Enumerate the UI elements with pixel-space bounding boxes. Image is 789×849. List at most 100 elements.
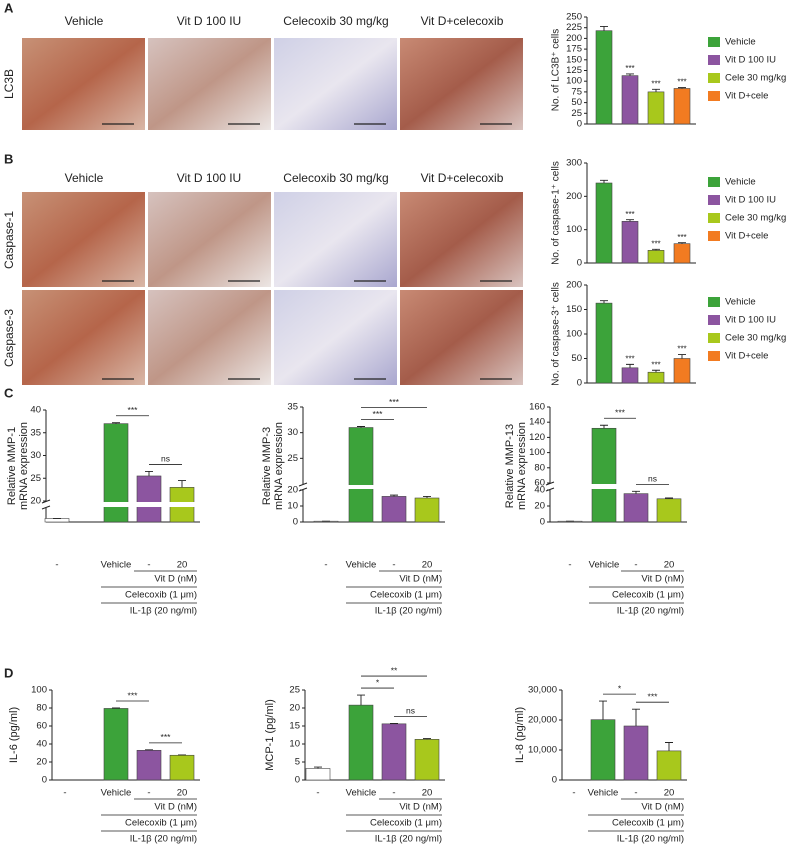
legend-swatch [708,297,720,307]
x-tick-label: - [392,788,395,799]
treatment-label: IL-1β (20 ng/ml) [375,834,442,845]
y-axis-label: mRNA expression [516,422,528,510]
comparison-label: *** [389,397,400,407]
treatment-label: Vit D (nM) [641,802,684,813]
y-tick-label: 40 [30,405,41,416]
y-tick-label: 0 [577,258,582,269]
y-tick-label: 140 [529,417,545,428]
y-tick-label: 50 [571,97,582,108]
axis-break [298,485,446,489]
bar [656,498,682,523]
bar [623,725,649,781]
y-tick-label: 200 [566,33,582,44]
treatment-label: Vit D (nM) [154,574,197,585]
comparison-label: ns [406,706,415,716]
y-tick-label: 50 [571,353,582,364]
bar [103,423,129,523]
y-tick-label: 300 [566,158,582,169]
y-axis-label: IL-8 (pg/ml) [514,707,526,763]
x-tick-label: - [634,788,637,799]
error-bar [678,242,686,244]
error-bar [600,424,608,429]
significance-label: *** [625,354,634,363]
y-tick-label: 25 [287,453,298,464]
y-tick-label: 10,000 [528,745,557,756]
treatment-label: Vit D (nM) [641,574,684,585]
error-bar [357,426,365,428]
bar [595,182,613,264]
legend-swatch [708,91,720,101]
y-tick-label: 100 [31,685,47,696]
error-bar [626,219,634,222]
legend-label: Vit D+cele [725,91,768,102]
column-header: Vehicle [65,14,104,28]
y-tick-label: 75 [571,86,582,97]
bar [647,250,665,264]
y-tick-label: 175 [566,44,582,55]
legend-swatch [708,315,720,325]
bar [381,723,407,781]
y-tick-label: 100 [566,224,582,235]
bar [656,750,682,781]
micrograph [148,38,271,130]
x-tick-label: 20 [177,560,188,571]
bar [595,30,613,125]
legend-swatch [708,195,720,205]
x-tick-label: - [63,788,66,799]
error-bar [652,248,660,251]
legend-label: Vehicle [725,37,756,48]
axis-break-mark [545,481,555,492]
x-tick-label: - [55,560,58,571]
legend-swatch [708,351,720,361]
legend-label: Cele 30 mg/kg [725,73,786,84]
y-tick-label: 30,000 [528,685,557,696]
x-tick-label: Vehicle [101,788,132,799]
error-bar [390,494,398,497]
comparison-label: *** [373,409,384,419]
comparison-label: *** [648,691,659,701]
x-tick-label: - [316,788,319,799]
y-axis-label: Relative MMP-3 [261,427,273,505]
comparison-label: ns [161,454,170,464]
treatment-label: Celecoxib (1 μm) [612,590,684,601]
treatment-label: IL-1β (20 ng/ml) [617,606,684,617]
x-tick-label: - [392,560,395,571]
y-tick-label: 10 [289,739,300,750]
bar [590,719,616,781]
x-tick-label: - [634,560,637,571]
bar [414,739,440,781]
y-tick-label: 0 [552,775,557,786]
legend-label: Vit D 100 IU [725,195,776,206]
y-axis-label: No. of LC3B⁺ cells [551,29,562,112]
error-bar [357,694,365,706]
y-tick-label: 80 [36,703,47,714]
treatment-label: Celecoxib (1 μm) [125,818,197,829]
y-tick-label: 15 [289,721,300,732]
y-tick-label: 120 [529,432,545,443]
x-tick-label: Vehicle [589,560,620,571]
panel-label: D [4,665,13,680]
treatment-label: Celecoxib (1 μm) [125,590,197,601]
y-tick-label: 30 [30,450,41,461]
error-bar [314,766,322,769]
x-tick-label: Vehicle [346,788,377,799]
axis-break [545,484,688,489]
axis-break [41,502,201,507]
axis-break-mark [298,482,308,492]
error-bar [652,369,660,373]
legend-label: Vit D+cele [725,231,768,242]
significance-label: *** [677,233,686,242]
treatment-label: IL-1β (20 ng/ml) [130,834,197,845]
error-bar [632,708,640,726]
x-tick-label: - [572,788,575,799]
error-bar [626,363,634,368]
y-tick-label: 20,000 [528,715,557,726]
x-tick-label: - [147,560,150,571]
bar [673,243,691,264]
x-tick-label: 20 [177,788,188,799]
y-tick-label: 0 [42,775,47,786]
y-tick-label: 35 [287,402,298,413]
bar [136,749,162,781]
bar [591,427,617,523]
y-axis-label: Relative MMP-13 [504,424,516,508]
